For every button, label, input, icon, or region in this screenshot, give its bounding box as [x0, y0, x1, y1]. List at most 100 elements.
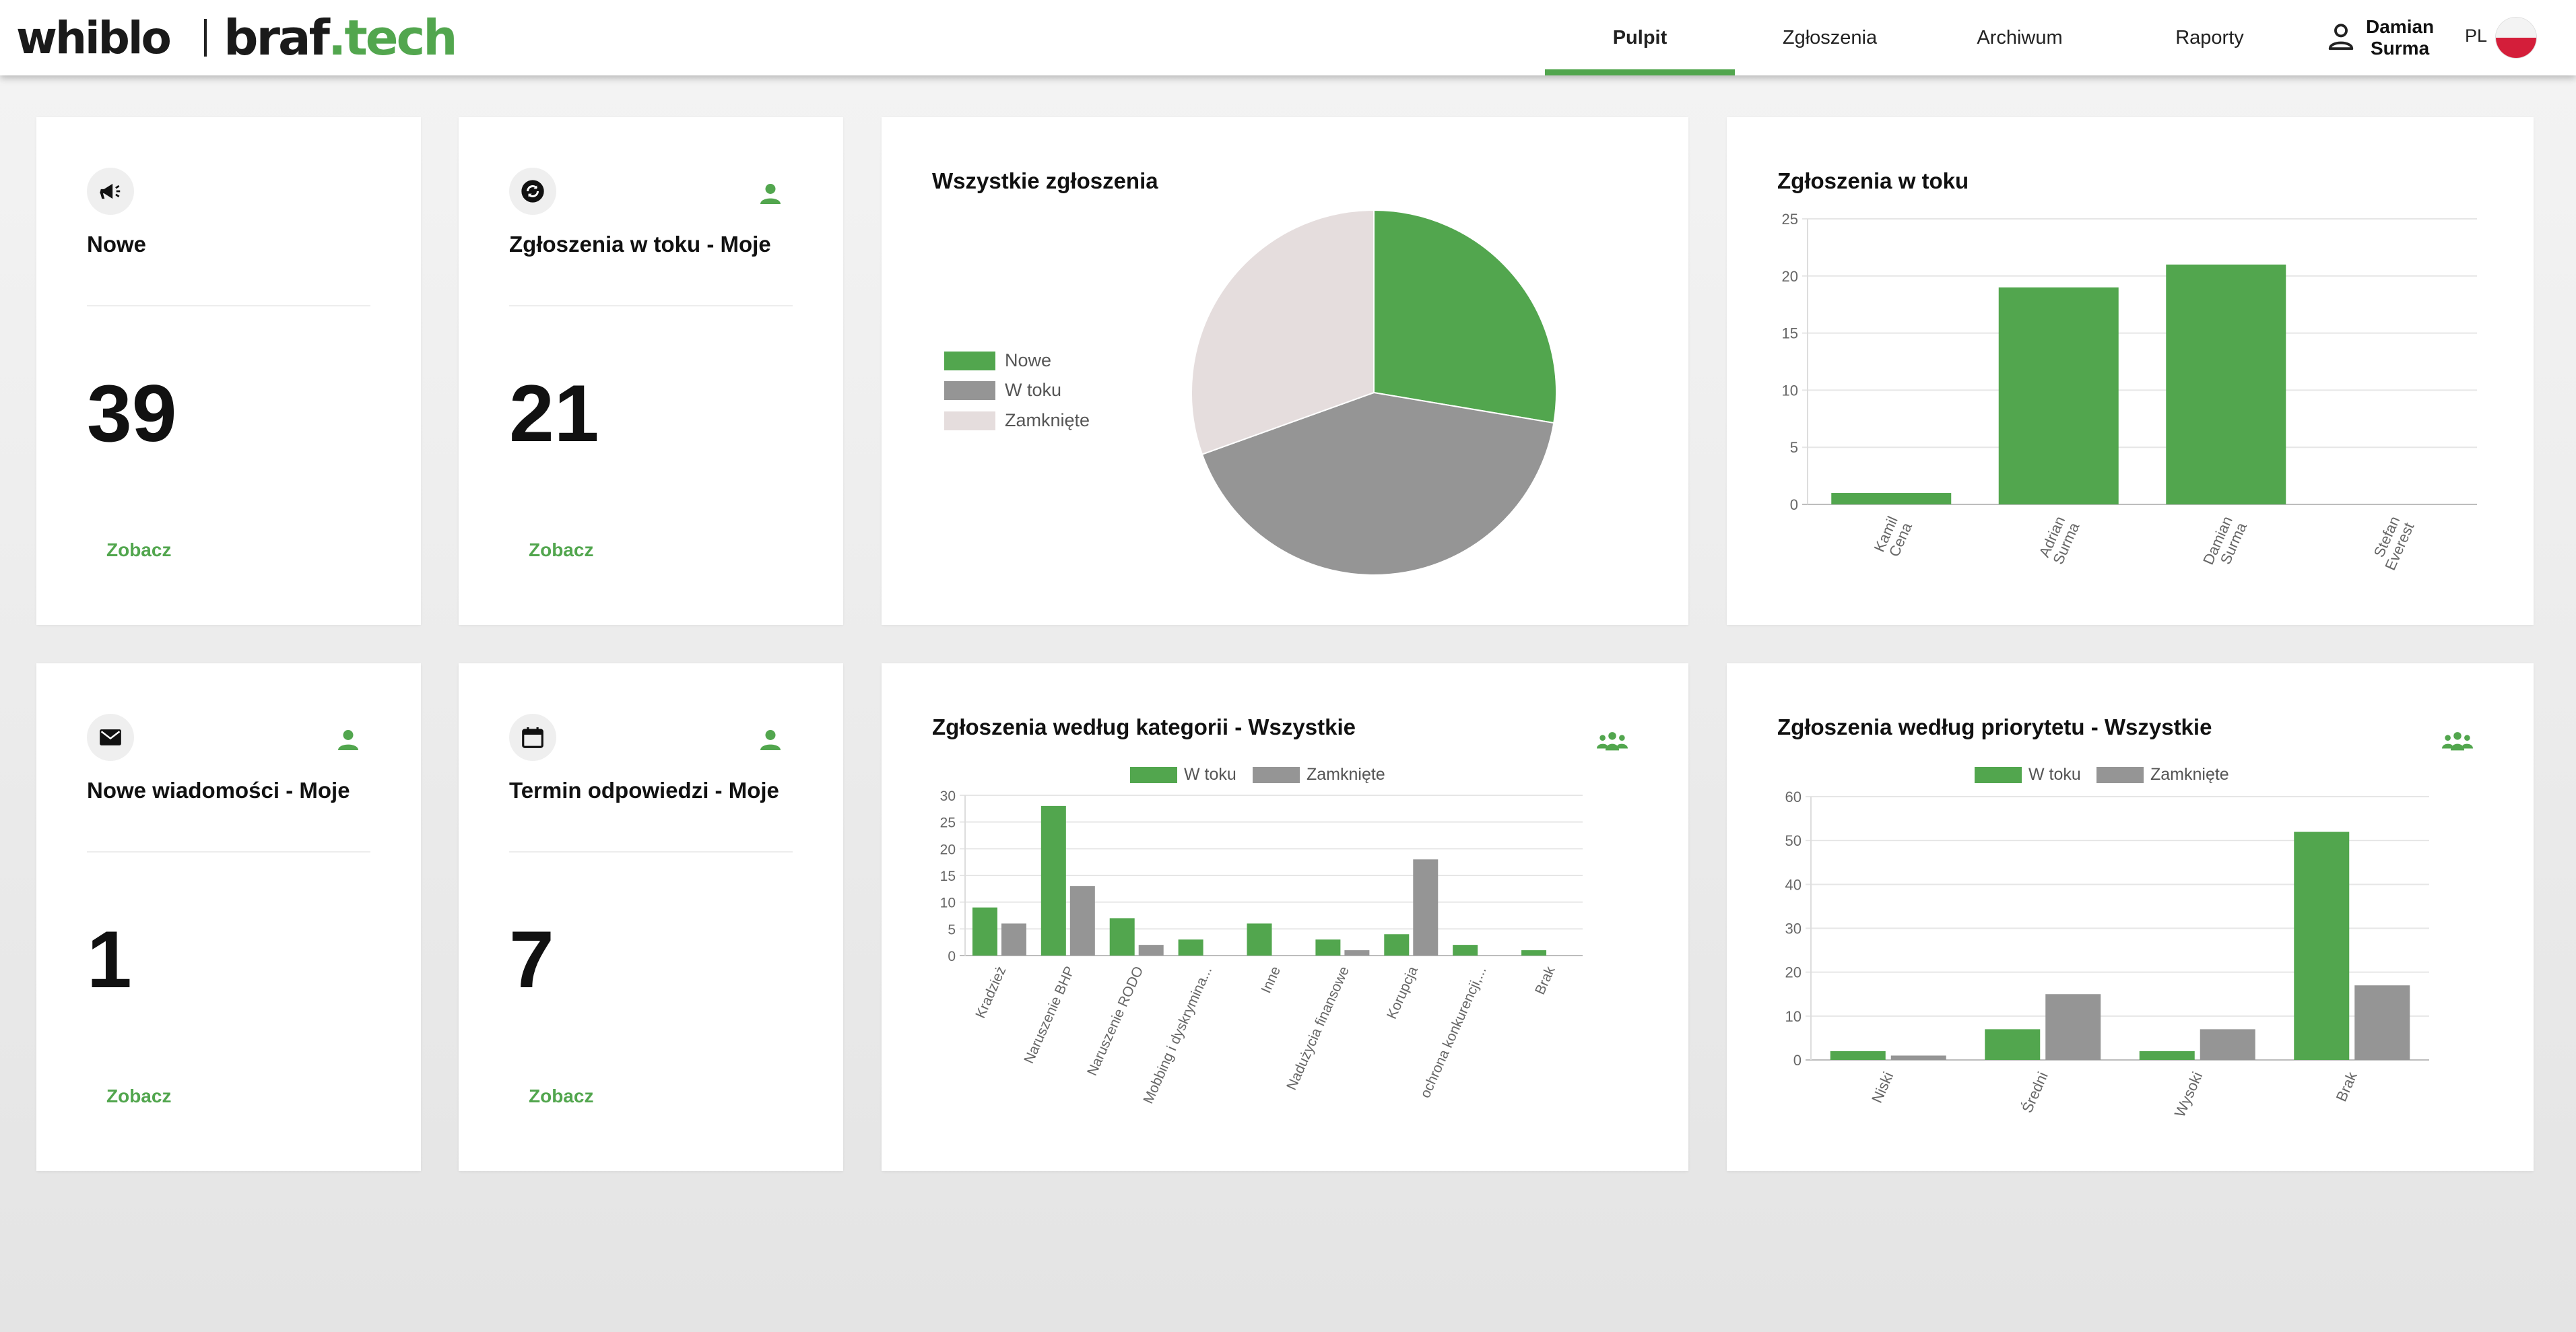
y-tick-label: 10 — [1782, 382, 1798, 399]
x-tick-label: Korupcja — [1384, 964, 1421, 1021]
legend-item-zamkniete[interactable]: Zamknięte — [944, 410, 1090, 431]
megaphone-icon — [87, 168, 134, 215]
card-nowe-wiadomosci: Nowe wiadomości - Moje 1 Zobacz — [36, 663, 421, 1171]
y-tick-label: 25 — [1782, 211, 1798, 228]
view-link[interactable]: Zobacz — [106, 1086, 172, 1106]
envelope-icon — [87, 714, 134, 761]
whiblo-logo[interactable]: whiblo — [16, 0, 172, 75]
x-tick-label: DamianSurma — [2200, 513, 2250, 574]
legend-label: W toku — [1005, 380, 1062, 400]
card-nowe: Nowe 39 Zobacz — [36, 117, 421, 625]
legend-item-nowe[interactable]: Nowe — [944, 350, 1051, 371]
nav-zgloszenia[interactable]: Zgłoszenia — [1735, 0, 1925, 75]
y-tick-label: 5 — [1790, 439, 1798, 456]
y-tick-label: 10 — [940, 896, 956, 911]
bar — [1453, 945, 1478, 956]
logo-divider — [204, 19, 207, 57]
pie-slice — [1201, 391, 1555, 576]
nav-archiwum[interactable]: Archiwum — [1925, 0, 2115, 75]
pie-slice — [1191, 209, 1375, 456]
bar — [1001, 923, 1026, 956]
braftech-logo: braf .tech — [224, 0, 458, 75]
divider — [87, 851, 370, 853]
user-last-name: Surma — [2371, 38, 2430, 59]
card-wszystkie-zgloszenia: Wszystkie zgłoszenia Nowe W toku Zamknię… — [882, 117, 1688, 625]
y-tick-label: 40 — [1785, 876, 1802, 893]
bar — [1985, 1029, 2041, 1060]
divider — [509, 851, 793, 853]
x-tick-label: Brak — [1532, 964, 1558, 997]
x-tick-label: ochrona konkurencji,... — [1418, 964, 1490, 1100]
bar — [1413, 859, 1439, 956]
x-tick-label-line: Mobbing i dyskrymina... — [1140, 964, 1215, 1106]
x-tick-label-line: Brak — [1532, 964, 1558, 997]
person-icon — [758, 728, 783, 756]
bar — [2045, 994, 2101, 1060]
view-link[interactable]: Zobacz — [106, 539, 172, 560]
card-w-toku-moje: Zgłoszenia w toku - Moje 21 Zobacz — [459, 117, 843, 625]
bar — [2200, 1029, 2255, 1060]
nav-raporty[interactable]: Raporty — [2115, 0, 2305, 75]
y-tick-label: 0 — [1790, 496, 1798, 513]
divider — [509, 305, 793, 306]
legend-item-zamkniete[interactable]: Zamknięte — [2096, 765, 2229, 785]
x-tick-label-line: Brak — [2333, 1069, 2361, 1104]
y-tick-label: 10 — [1785, 1008, 1802, 1025]
top-navigation-bar: whiblo braf .tech Pulpit Zgłoszenia Archi… — [0, 0, 2576, 75]
bar-chart-kategorie: 0 5 10 15 20 25 30 Kradzież Naruszenie BHP Narusz… — [940, 789, 1583, 1106]
user-menu[interactable]: Damian Surma — [2325, 16, 2434, 59]
pie-slice — [1373, 209, 1557, 424]
y-tick-label: 30 — [940, 789, 956, 804]
legend-label: Zamknięte — [1307, 765, 1385, 784]
legend-swatch — [1975, 766, 2022, 783]
bar — [1890, 1055, 1946, 1060]
card-wedlug-priorytetu: Zgłoszenia według priorytetu - Wszystkie… — [1727, 663, 2534, 1171]
legend-swatch — [2096, 766, 2144, 783]
x-tick-label-line: Korupcja — [1384, 964, 1421, 1021]
x-tick-label: Inne — [1258, 964, 1284, 996]
legend-label: W toku — [1184, 765, 1236, 784]
group-icon — [2442, 731, 2473, 754]
pie-chart — [1191, 209, 1557, 576]
bar — [1138, 945, 1164, 956]
poland-flag-icon[interactable] — [2496, 18, 2536, 58]
view-link[interactable]: Zobacz — [529, 1086, 594, 1106]
y-tick-label: 50 — [1785, 832, 1802, 849]
legend-label: Zamknięte — [2150, 765, 2229, 784]
legend-label: Zamknięte — [1005, 410, 1090, 430]
y-tick-label: 60 — [1785, 789, 1802, 805]
refresh-icon — [509, 168, 556, 215]
legend-item-w-toku[interactable]: W toku — [1975, 765, 2081, 785]
y-tick-label: 20 — [940, 842, 956, 857]
bar — [1178, 939, 1203, 956]
bar — [1521, 950, 1547, 956]
language-code[interactable]: PL — [2465, 26, 2488, 46]
legend-label: W toku — [2028, 765, 2081, 784]
view-link[interactable]: Zobacz — [529, 539, 594, 560]
logo-text: braf — [224, 9, 330, 66]
bar — [972, 907, 997, 956]
y-tick-label: 15 — [940, 869, 956, 884]
x-tick-label-line: Nadużycia finansowe — [1284, 964, 1352, 1093]
count-value: 21 — [509, 368, 599, 459]
chart-title: Wszystkie zgłoszenia — [932, 168, 1158, 193]
legend-item-w-toku[interactable]: W toku — [1130, 765, 1236, 785]
person-icon — [758, 182, 783, 209]
x-tick-label: KamilCena — [1871, 513, 1916, 561]
x-tick-label: Brak — [2333, 1069, 2361, 1104]
chart-title: Zgłoszenia według priorytetu - Wszystkie — [1777, 714, 2212, 739]
bar — [1384, 934, 1410, 956]
y-tick-label: 20 — [1782, 268, 1798, 285]
y-tick-label: 25 — [940, 815, 956, 831]
bar — [2166, 264, 2286, 504]
x-tick-label: Nadużycia finansowe — [1284, 964, 1352, 1093]
logo-text-accent: .tech — [327, 9, 458, 66]
legend-item-w-toku[interactable]: W toku — [944, 380, 1061, 401]
nav-pulpit[interactable]: Pulpit — [1545, 0, 1735, 75]
bar — [2294, 832, 2350, 1060]
legend-label: Nowe — [1005, 350, 1052, 370]
x-tick-label-line: Wysoki — [2171, 1069, 2206, 1120]
legend-item-zamkniete[interactable]: Zamknięte — [1253, 765, 1385, 785]
bar-chart-priorytet: 0 10 20 30 40 50 60 Niski Średni Wysoki Brak — [1785, 789, 2429, 1120]
bar — [1830, 1051, 1886, 1060]
